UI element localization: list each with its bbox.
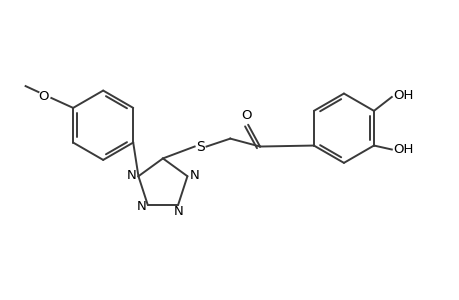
Text: OH: OH <box>392 88 413 101</box>
Text: O: O <box>38 89 49 103</box>
Text: S: S <box>196 140 205 154</box>
Text: O: O <box>241 109 251 122</box>
Text: N: N <box>137 200 146 212</box>
Text: N: N <box>174 206 184 218</box>
Text: N: N <box>189 169 199 182</box>
Text: OH: OH <box>392 143 413 156</box>
Text: N: N <box>126 169 136 182</box>
